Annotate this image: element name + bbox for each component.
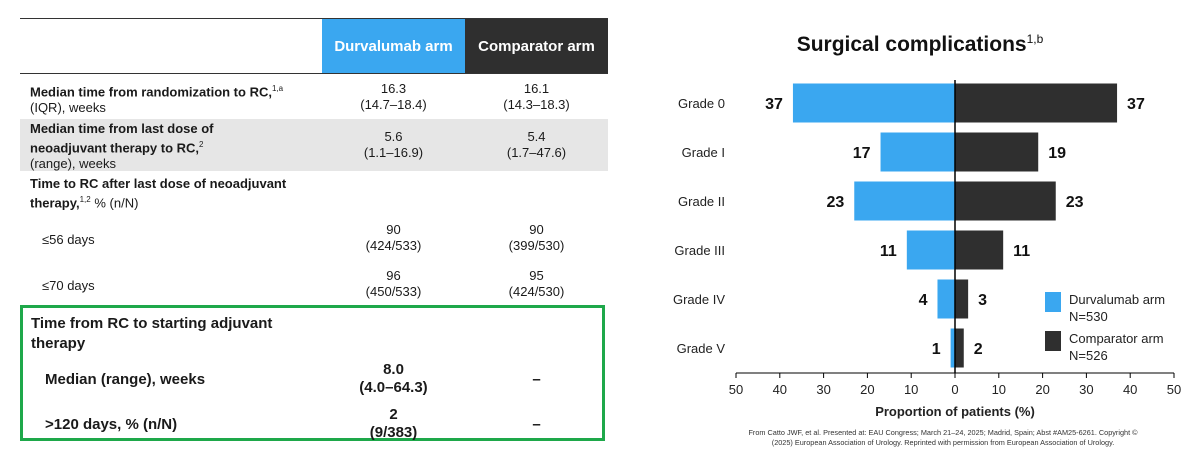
chart-title: Surgical complications1,b	[796, 32, 1044, 56]
data-label-durvalumab: 17	[853, 145, 871, 162]
adjuvant-title: Time from RC to starting adjuvant therapy	[31, 315, 273, 352]
table-row: ≤56 days 90 (424/533) 90 (399/530)	[42, 222, 565, 253]
bar-comparator	[955, 132, 1039, 172]
bar-durvalumab	[906, 230, 955, 270]
data-label-comparator: 3	[978, 292, 987, 309]
x-tick-label: 10	[992, 382, 1006, 397]
over120-label: >120 days, % (n/N)	[45, 416, 178, 433]
category-label: Grade V	[677, 341, 726, 356]
x-tick-label: 30	[816, 382, 830, 397]
category-label: Grade 0	[678, 96, 725, 111]
legend-swatch-durvalumab	[1045, 292, 1061, 312]
bar-comparator	[955, 83, 1118, 123]
data-label-durvalumab: 1	[932, 341, 941, 358]
table-row: ≤70 days 96 (450/533) 95 (424/530)	[42, 268, 565, 299]
x-tick-label: 20	[1035, 382, 1049, 397]
data-label-comparator: 11	[1013, 243, 1030, 260]
data-label-durvalumab: 4	[919, 292, 928, 309]
over120-durvalumab: 2 (9/383)	[369, 406, 418, 441]
median-label: Median (range), weeks	[45, 371, 206, 388]
legend-sub-durvalumab: N=530	[1069, 309, 1108, 324]
x-tick-label: 0	[951, 382, 958, 397]
legend-label-durvalumab: Durvalumab arm	[1069, 292, 1165, 307]
x-axis-label: Proportion of patients (%)	[875, 404, 1035, 419]
x-tick-label: 50	[1167, 382, 1181, 397]
x-tick-label: 20	[860, 382, 874, 397]
data-label-comparator: 19	[1048, 145, 1066, 162]
x-tick-label: 50	[729, 382, 743, 397]
category-label: Grade I	[682, 145, 725, 160]
header-durvalumab: Durvalumab arm	[322, 19, 465, 74]
surgical-complications-chart: Surgical complications1,b Grade 0 37 37 Gra…	[640, 0, 1200, 461]
bar-comparator	[955, 328, 964, 368]
legend-sub-comparator: N=526	[1069, 348, 1108, 363]
legend-label-comparator: Comparator arm	[1069, 331, 1164, 346]
bar-durvalumab	[854, 181, 955, 221]
table-header: Durvalumab arm Comparator arm	[20, 18, 608, 74]
median-comparator: –	[532, 371, 541, 388]
header-comparator: Comparator arm	[465, 19, 608, 74]
data-label-comparator: 37	[1127, 96, 1145, 113]
x-tick-label: 10	[904, 382, 918, 397]
data-label-durvalumab: 23	[826, 194, 844, 211]
bar-comparator	[955, 279, 969, 319]
x-tick-label: 40	[1123, 382, 1137, 397]
category-label: Grade III	[674, 243, 725, 258]
x-tick-label: 40	[773, 382, 787, 397]
category-label: Grade II	[678, 194, 725, 209]
data-label-comparator: 23	[1066, 194, 1084, 211]
bar-comparator	[955, 181, 1056, 221]
data-label-comparator: 2	[974, 341, 983, 358]
source-citation: From Catto JWF, et al. Presented at: EAU…	[748, 428, 1138, 447]
bar-durvalumab	[937, 279, 955, 319]
table-row: Median time from randomization to RC,1,a…	[30, 81, 570, 116]
adjuvant-highlight-box: Time from RC to starting adjuvant therapy…	[20, 305, 605, 441]
bar-comparator	[955, 230, 1004, 270]
bar-durvalumab	[880, 132, 955, 172]
data-label-durvalumab: 11	[880, 243, 897, 260]
bar-durvalumab	[950, 328, 955, 368]
legend-swatch-comparator	[1045, 331, 1061, 351]
median-durvalumab: 8.0 (4.0–64.3)	[359, 361, 428, 396]
category-label: Grade IV	[673, 292, 725, 307]
table-row: Time to RC after last dose of neoadjuvan…	[30, 176, 287, 211]
data-label-durvalumab: 37	[765, 96, 783, 113]
table-row: Median time from last dose of neoadjuvan…	[20, 119, 608, 171]
over120-comparator: –	[532, 416, 541, 433]
x-tick-label: 30	[1079, 382, 1093, 397]
bar-durvalumab	[792, 83, 955, 123]
results-table: Durvalumab arm Comparator arm Median tim…	[20, 18, 608, 299]
